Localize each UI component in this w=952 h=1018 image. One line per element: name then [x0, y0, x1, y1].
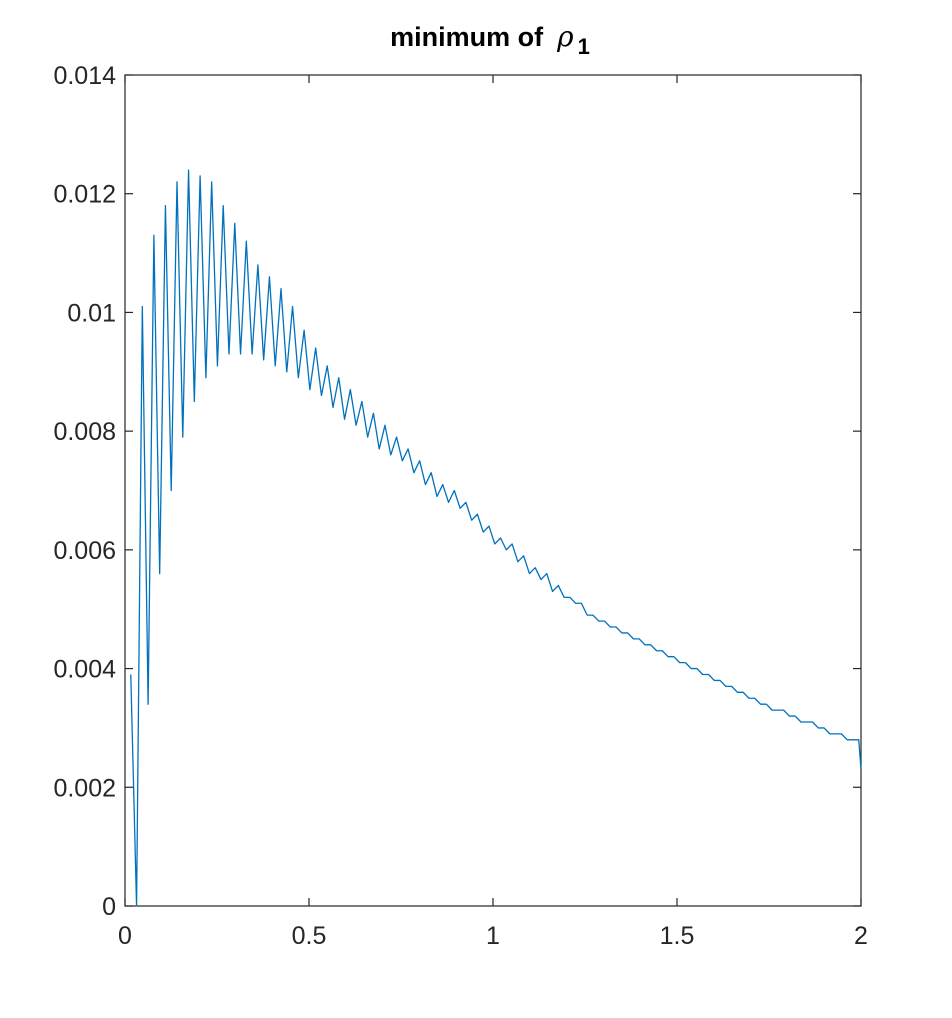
- y-tick-label: 0.012: [53, 181, 116, 209]
- x-tick-label: 0: [118, 922, 132, 950]
- chart-title-subscript: 1: [578, 34, 590, 59]
- x-tick-label: 2: [854, 922, 868, 950]
- x-tick-label: 0.5: [292, 922, 327, 950]
- chart-title: minimum of ρ 1: [390, 20, 590, 59]
- y-tick-label: 0.002: [53, 774, 116, 802]
- chart-title-text: minimum of: [390, 22, 544, 52]
- y-tick-label: 0.014: [53, 62, 116, 90]
- y-tick-label: 0.01: [67, 299, 116, 327]
- y-tick-label: 0.006: [53, 537, 116, 565]
- y-tick-label: 0.004: [53, 656, 116, 684]
- plot-area: [124, 74, 862, 907]
- series-line-rho1-minimum: [130, 169, 862, 907]
- y-tick-label: 0.008: [53, 418, 116, 446]
- axis-ticks: [124, 74, 862, 907]
- axis-tick-labels: 0 0.5 1 1.5 2 0 0.002 0.004 0.006 0.008 0.01 0.012 0…: [53, 62, 868, 950]
- x-tick-label: 1: [486, 922, 500, 950]
- y-tick-label: 0: [102, 893, 116, 921]
- x-tick-label: 1.5: [660, 922, 695, 950]
- chart-title-symbol: ρ: [556, 20, 574, 53]
